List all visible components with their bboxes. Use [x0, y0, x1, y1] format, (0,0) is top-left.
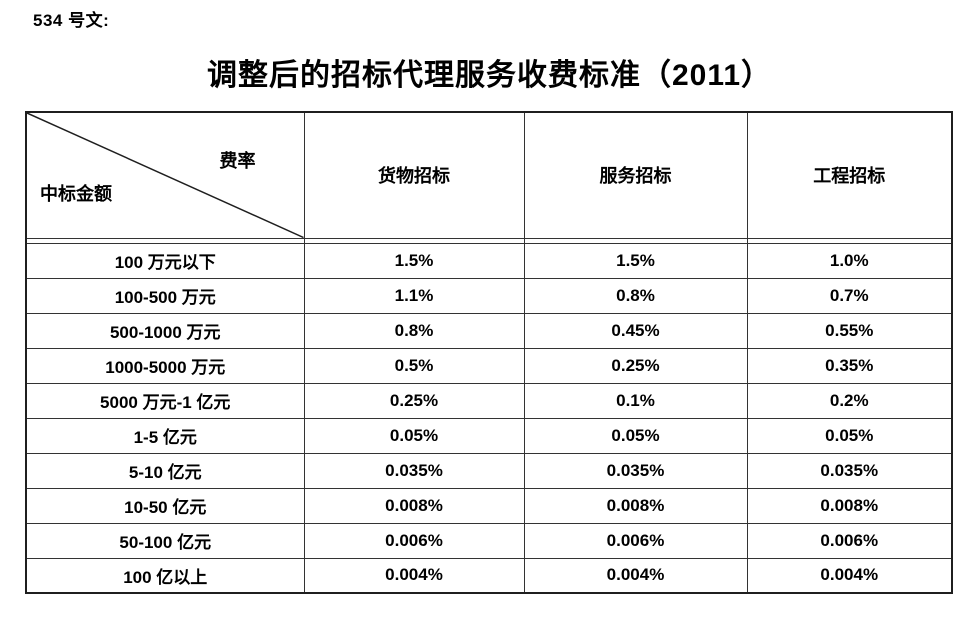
- rate-cell: 0.05%: [303, 417, 525, 454]
- rate-cell: 1.5%: [303, 242, 525, 279]
- rate-cell: 0.05%: [746, 417, 953, 454]
- row-label: 100-500 万元: [25, 277, 305, 314]
- table-row: 1000-5000 万元 0.5% 0.25% 0.35%: [25, 347, 953, 384]
- rate-cell: 0.05%: [523, 417, 748, 454]
- rate-cell: 0.55%: [746, 312, 953, 349]
- row-label: 100 亿以上: [25, 557, 305, 594]
- rate-cell: 0.5%: [303, 347, 525, 384]
- table-row: 100 万元以下 1.5% 1.5% 1.0%: [25, 242, 953, 279]
- table-row: 500-1000 万元 0.8% 0.45% 0.55%: [25, 312, 953, 349]
- row-label: 1-5 亿元: [25, 417, 305, 454]
- rate-cell: 0.006%: [746, 522, 953, 559]
- rate-cell: 1.1%: [303, 277, 525, 314]
- column-header-goods-bidding: 货物招标: [303, 111, 525, 239]
- column-header-engineering-bidding: 工程招标: [746, 111, 953, 239]
- rate-cell: 0.008%: [303, 487, 525, 524]
- rate-cell: 1.0%: [746, 242, 953, 279]
- row-label: 10-50 亿元: [25, 487, 305, 524]
- table-row: 5-10 亿元 0.035% 0.035% 0.035%: [25, 452, 953, 489]
- rate-cell: 0.35%: [746, 347, 953, 384]
- page-title: 调整后的招标代理服务收费标准（2011）: [206, 59, 773, 92]
- row-label: 50-100 亿元: [25, 522, 305, 559]
- row-label: 100 万元以下: [25, 242, 305, 279]
- rate-cell: 0.1%: [523, 382, 748, 419]
- rate-cell: 0.004%: [746, 557, 953, 594]
- row-label: 500-1000 万元: [25, 312, 305, 349]
- table-header-row: 费率 中标金额 货物招标 服务招标 工程招标: [25, 111, 953, 239]
- column-header-service-bidding: 服务招标: [523, 111, 748, 239]
- rate-cell: 0.006%: [523, 522, 748, 559]
- table-row: 50-100 亿元 0.006% 0.006% 0.006%: [25, 522, 953, 559]
- doc-number: 534 号文:: [33, 11, 110, 30]
- corner-label-fee-rate: 费率: [219, 151, 256, 171]
- table-row: 100 亿以上 0.004% 0.004% 0.004%: [25, 557, 953, 594]
- corner-label-bid-amount: 中标金额: [40, 183, 112, 204]
- table-row: 100-500 万元 1.1% 0.8% 0.7%: [25, 277, 953, 314]
- table-row: 5000 万元-1 亿元 0.25% 0.1% 0.2%: [25, 382, 953, 419]
- rate-cell: 0.006%: [303, 522, 525, 559]
- rate-cell: 0.25%: [523, 347, 748, 384]
- table-row: 1-5 亿元 0.05% 0.05% 0.05%: [25, 417, 953, 454]
- rate-cell: 0.45%: [523, 312, 748, 349]
- rate-cell: 0.004%: [303, 557, 525, 594]
- rate-cell: 0.8%: [303, 312, 525, 349]
- rate-cell: 0.035%: [303, 452, 525, 489]
- rate-cell: 0.008%: [746, 487, 953, 524]
- row-label: 1000-5000 万元: [25, 347, 305, 384]
- rate-cell: 0.035%: [746, 452, 953, 489]
- rate-cell: 0.7%: [746, 277, 953, 314]
- rate-cell: 0.008%: [523, 487, 748, 524]
- rate-cell: 0.004%: [523, 557, 748, 594]
- fee-rate-table: 费率 中标金额 货物招标 服务招标 工程招标 100 万元以下 1.5% 1.5…: [25, 111, 953, 594]
- row-label: 5-10 亿元: [25, 452, 305, 489]
- table-corner-cell: 费率 中标金额: [25, 111, 305, 239]
- rate-cell: 1.5%: [523, 242, 748, 279]
- corner-diagonal-line: [27, 113, 304, 238]
- rate-cell: 0.2%: [746, 382, 953, 419]
- rate-cell: 0.035%: [523, 452, 748, 489]
- rate-cell: 0.25%: [303, 382, 525, 419]
- row-label: 5000 万元-1 亿元: [25, 382, 305, 419]
- rate-cell: 0.8%: [523, 277, 748, 314]
- table-row: 10-50 亿元 0.008% 0.008% 0.008%: [25, 487, 953, 524]
